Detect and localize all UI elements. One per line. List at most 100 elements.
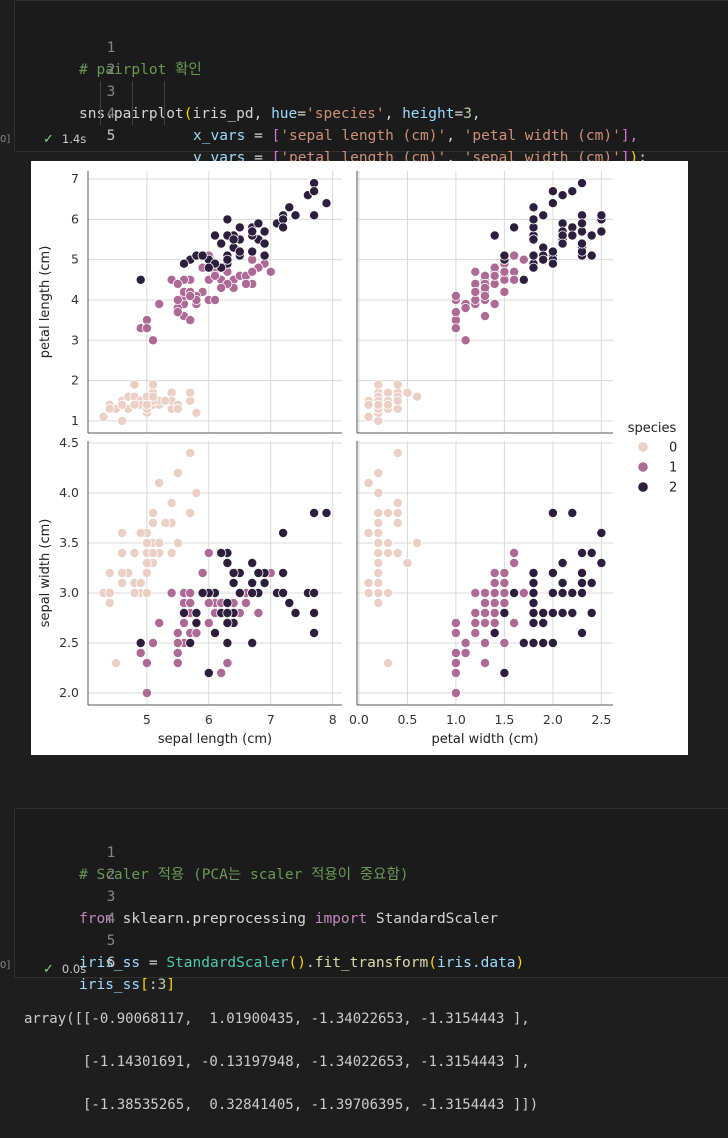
data-point-species-2 <box>577 627 588 638</box>
data-point-species-0 <box>148 507 159 518</box>
data-point-species-2 <box>547 637 558 648</box>
data-point-species-2 <box>135 637 146 648</box>
data-point-species-1 <box>247 266 258 277</box>
data-point-species-1 <box>489 597 500 608</box>
data-point-species-2 <box>309 627 320 638</box>
data-point-species-1 <box>479 617 490 628</box>
data-point-species-1 <box>509 557 520 568</box>
data-point-species-0 <box>104 597 115 608</box>
data-point-species-1 <box>222 657 233 668</box>
data-point-species-1 <box>141 323 152 334</box>
data-point-species-1 <box>185 587 196 598</box>
data-point-species-2 <box>290 607 301 618</box>
data-point-species-0 <box>154 537 165 548</box>
code-token: 'petal width (cm)' <box>463 128 621 144</box>
data-point-species-0 <box>392 447 403 458</box>
y-tick-label: 7 <box>71 171 79 186</box>
code-token: 3 <box>463 106 472 122</box>
data-point-species-2 <box>557 238 568 249</box>
y-tick-label: 2 <box>71 373 79 388</box>
data-point-species-2 <box>216 238 227 249</box>
x-tick-label: 1.5 <box>494 712 514 727</box>
data-point-species-2 <box>234 587 245 598</box>
data-point-species-1 <box>197 567 208 578</box>
data-point-species-2 <box>228 567 239 578</box>
data-point-species-2 <box>557 190 568 201</box>
data-point-species-2 <box>247 557 258 568</box>
data-point-species-2 <box>321 507 332 518</box>
y-tick-label: 2.0 <box>59 685 79 700</box>
code-comment: # pairplot 확인 <box>79 62 202 78</box>
data-point-species-1 <box>178 617 189 628</box>
data-point-species-0 <box>185 387 196 398</box>
data-point-species-0 <box>148 391 159 402</box>
data-point-species-2 <box>577 178 588 189</box>
data-point-species-1 <box>489 577 500 588</box>
data-point-species-1 <box>240 278 251 289</box>
x-tick-label: 7 <box>267 712 275 727</box>
line-number: 5 <box>106 128 116 144</box>
code-cell-scaler[interactable]: 1 # Scaler 적용 (PCA는 scaler 적용이 중요함) 2 3 … <box>14 808 728 993</box>
execution-time: 0.0s <box>61 962 87 976</box>
data-point-species-0 <box>160 517 171 528</box>
code-token: hue <box>271 106 298 122</box>
array-output-line: [-1.38535265, 0.32841405, -1.39706395, -… <box>24 1096 539 1113</box>
x-axis-label: petal width (cm) <box>432 732 539 747</box>
data-point-species-1 <box>499 577 510 588</box>
code-cell-pairplot[interactable]: 1 # pairplot 확인 2 3 sns.pairplot(iris_pd… <box>14 0 728 166</box>
data-point-species-2 <box>567 587 578 598</box>
data-point-species-2 <box>499 607 510 618</box>
data-point-species-0 <box>135 527 146 538</box>
code-token: = <box>140 955 167 971</box>
execution-count-marker: 0] <box>0 134 11 145</box>
data-point-species-1 <box>203 597 214 608</box>
code-token: = <box>245 150 272 166</box>
data-point-species-2 <box>567 186 578 197</box>
data-point-species-1 <box>499 587 510 598</box>
data-point-species-2 <box>596 226 607 237</box>
data-point-species-1 <box>460 302 471 313</box>
data-point-species-0 <box>185 447 196 458</box>
code-token: ; <box>638 150 648 166</box>
array-output-line: array([[-0.90068117, 1.01900435, -1.3402… <box>24 1010 530 1027</box>
data-point-species-2 <box>577 577 588 588</box>
line-number: 5 <box>106 933 116 949</box>
subplot-petal-length-cm-vs-petal-width-cm <box>356 171 613 434</box>
data-point-species-0 <box>392 547 403 558</box>
y-axis-label: sepal width (cm) <box>38 519 53 628</box>
data-point-species-0 <box>117 567 128 578</box>
data-point-species-1 <box>148 335 159 346</box>
code-token: ) <box>629 150 639 166</box>
data-point-species-1 <box>172 307 183 318</box>
data-point-species-1 <box>489 587 500 598</box>
data-point-species-1 <box>450 657 461 668</box>
y-tick-label: 3.0 <box>59 585 79 600</box>
data-point-species-0 <box>373 597 384 608</box>
data-point-species-1 <box>185 290 196 301</box>
data-point-species-2 <box>259 250 270 261</box>
data-point-species-1 <box>518 254 529 265</box>
y-axis-label: petal length (cm) <box>38 246 53 359</box>
data-point-species-2 <box>253 218 264 229</box>
data-point-species-2 <box>228 577 239 588</box>
legend-title: species <box>628 421 677 436</box>
data-point-species-2 <box>538 607 549 618</box>
data-point-species-1 <box>509 250 520 261</box>
array-output[interactable]: array([[-0.90068117, 1.01900435, -1.3402… <box>24 987 538 1138</box>
data-point-species-0 <box>117 415 128 426</box>
data-point-species-2 <box>247 637 258 648</box>
code-token: sklearn.preprocessing <box>113 911 315 927</box>
y-tick-label: 1 <box>71 413 79 428</box>
data-point-species-2 <box>557 577 568 588</box>
data-point-species-2 <box>499 667 510 678</box>
x-tick-label: 6 <box>205 712 213 727</box>
data-point-species-0 <box>373 527 384 538</box>
data-point-species-2 <box>203 667 214 678</box>
x-tick-label: 2.5 <box>591 712 611 727</box>
execution-count-marker: 0] <box>0 960 11 971</box>
data-point-species-0 <box>160 395 171 406</box>
data-point-species-0 <box>104 567 115 578</box>
data-point-species-2 <box>234 246 245 257</box>
code-token: : <box>148 977 158 993</box>
data-point-species-1 <box>479 587 490 598</box>
